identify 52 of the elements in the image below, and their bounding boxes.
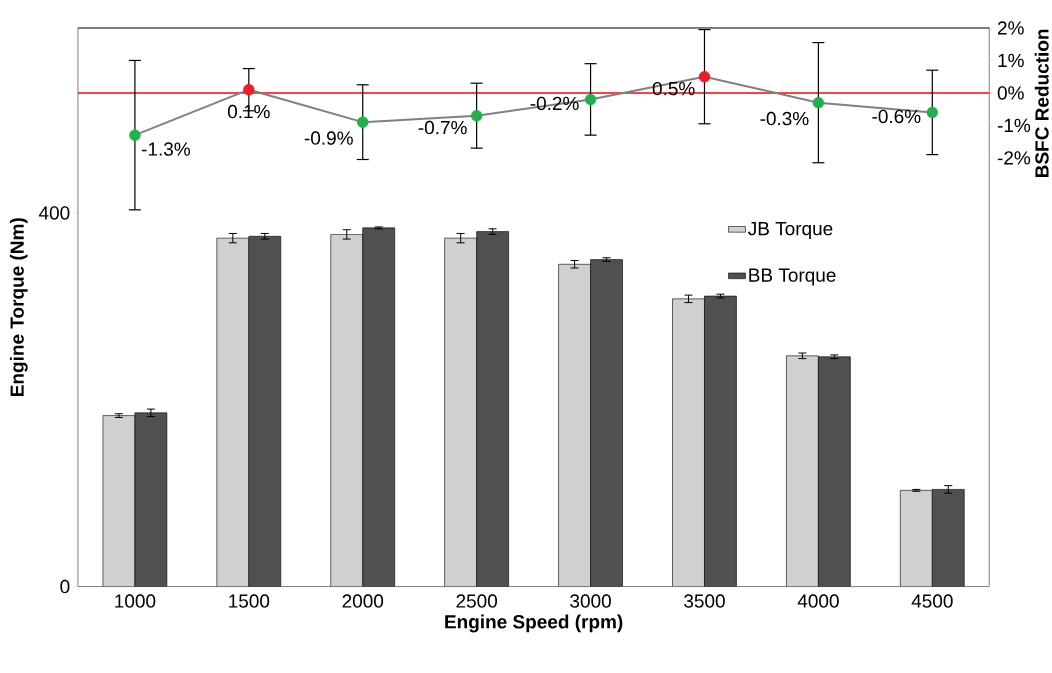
point <box>698 70 711 83</box>
bar <box>672 298 705 587</box>
point <box>243 83 255 96</box>
x-axis-title: Engine Speed (rpm) <box>445 614 623 633</box>
point <box>470 109 483 122</box>
data-label: -0.3% <box>760 111 809 126</box>
y-axis-title: Engine Torque (Nm) <box>9 217 28 396</box>
bar <box>558 263 591 587</box>
x-tick-label: 3500 <box>684 594 725 608</box>
data-label: -0.6% <box>872 109 921 123</box>
legend-label: JB Torque <box>748 221 833 239</box>
bar <box>900 489 933 587</box>
data-label: -1.3% <box>141 142 191 156</box>
data-label: -0.7% <box>418 120 467 135</box>
point <box>926 106 938 118</box>
legend-label: BB Torque <box>749 268 836 286</box>
x-tick-label: 1000 <box>115 594 156 608</box>
x-tick-label: 4500 <box>911 594 953 608</box>
x-tick-label: 2000 <box>342 594 384 608</box>
y2-tick-label: 0% <box>997 85 1024 100</box>
point <box>357 116 369 128</box>
x-tick-label: 3000 <box>570 594 611 608</box>
bar <box>248 235 282 587</box>
point <box>812 96 825 109</box>
data-label: -0.2% <box>530 96 579 110</box>
data-label: -0.9% <box>304 131 353 145</box>
bar <box>362 227 396 587</box>
x-tick-label: 2500 <box>456 594 498 608</box>
x-tick-label: 1500 <box>229 594 270 608</box>
y2-axis-title: BSFC Reduction <box>1034 29 1049 177</box>
bar <box>444 237 477 587</box>
y2-tick-label: -1% <box>997 118 1031 132</box>
bar <box>216 237 250 587</box>
data-label: 0.1% <box>227 104 270 119</box>
x-tick-label: 4000 <box>797 594 839 608</box>
bar <box>818 356 851 587</box>
bar <box>330 233 364 587</box>
bar <box>704 295 737 587</box>
point <box>129 129 141 141</box>
y2-tick-label: 1% <box>998 53 1024 67</box>
bar <box>102 415 136 587</box>
bar <box>476 231 509 587</box>
bar <box>590 259 623 587</box>
y-tick-label: 0 <box>60 579 70 594</box>
y2-tick-label: -2% <box>997 150 1031 165</box>
bar <box>786 355 819 587</box>
data-label: 0.5% <box>652 81 695 96</box>
bar <box>134 412 168 587</box>
y2-tick-label: 2% <box>997 21 1024 35</box>
y-tick-label: 400 <box>38 205 70 220</box>
bar <box>932 488 965 587</box>
point <box>584 93 597 105</box>
